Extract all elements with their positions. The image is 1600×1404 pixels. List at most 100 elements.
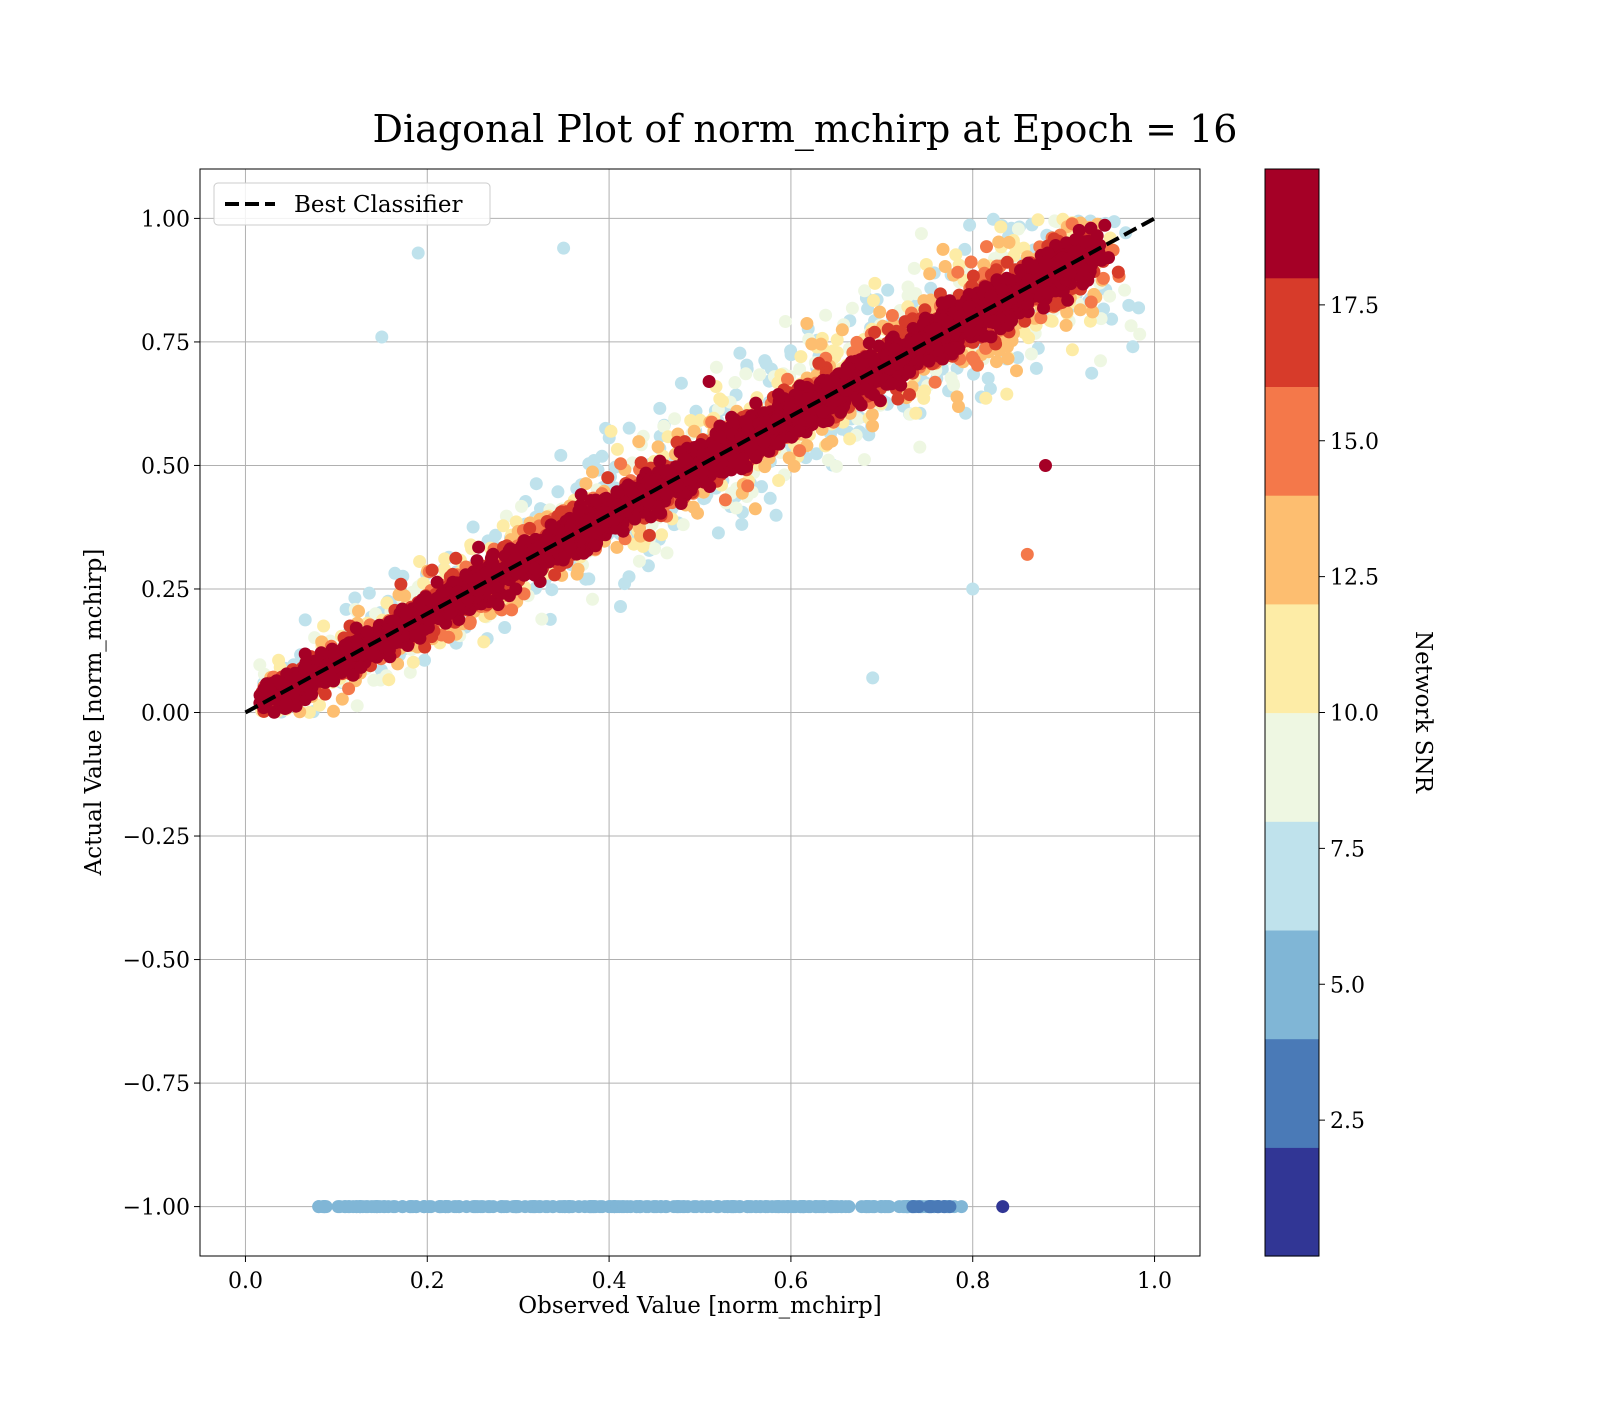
scatter-point [815,338,828,351]
scatter-point [1085,296,1098,309]
scatter-point [477,635,490,648]
scatter-point [1032,213,1045,226]
scatter-point [571,568,584,581]
scatter-point [1094,354,1107,367]
scatter-point [407,656,420,669]
scatter-point [675,497,688,510]
scatter-point [867,294,880,307]
scatter-point [388,567,401,580]
scatter-point [915,227,928,240]
scatter-point [943,294,956,307]
scatter-point [779,315,792,328]
scatter-point [503,589,516,602]
scatter-point [342,682,355,695]
scatter-point [623,422,636,435]
scatter-point [716,395,729,408]
scatter-point [523,522,536,535]
scatter-point [729,376,742,389]
scatter-point [1042,286,1055,299]
scatter-point [1002,352,1015,365]
scatter-point [431,576,444,589]
scatter-point [1025,348,1038,361]
scatter-point [668,412,681,425]
scatter-point [843,432,856,445]
scatter-point [464,615,477,628]
scatter-point [982,372,995,385]
scatter-point [1122,299,1135,312]
scatter-point [733,347,746,360]
scatter-point [677,518,690,531]
scatter-point [909,407,922,420]
scatter-point [858,453,871,466]
scatter-point [299,613,312,626]
scatter-point [821,438,834,451]
scatter-point [966,583,979,596]
scatter-point [951,390,964,403]
scatter-point [968,354,981,367]
scatter-point [614,600,627,613]
scatter-point [730,502,743,515]
scatter-point [652,440,665,453]
scatter-point [632,435,645,448]
scatter-point [382,673,395,686]
scatter-point [703,375,716,388]
scatter-point [412,247,425,260]
scatter-point [1074,303,1087,316]
scatter-point [913,441,926,454]
chart-title: Diagonal Plot of norm_mchirp at Epoch = … [373,107,1238,152]
scatter-point [426,564,439,577]
scatter-point [675,377,688,390]
scatter-point [929,376,942,389]
scatter-point [990,355,1003,368]
scatter-point [836,323,849,336]
scatter-point [348,592,361,605]
scatter-point [772,474,785,487]
scatter-point [317,620,330,633]
scatter-point [557,242,570,255]
scatter-point [515,500,528,513]
scatter-point [545,583,558,596]
scatter-point [819,309,832,322]
scatter-point [939,260,952,273]
scatter-point [1079,235,1092,248]
scatter-point [351,699,364,712]
scatter-point [800,317,813,330]
scatter-point [653,402,666,415]
scatter-point [548,568,561,581]
scatter-point [794,350,807,363]
scatter-point [753,368,766,381]
scatter-point [979,392,992,405]
scatter-point [741,479,754,492]
scatter-point [1022,331,1035,344]
scatter-point [881,284,894,297]
scatter-point [712,526,725,539]
scatter-point [949,248,962,261]
scatter-point [497,519,510,532]
scatter-point [1118,284,1131,297]
scatter-point [655,528,668,541]
scatter-point [1046,315,1059,328]
scatter-point [418,654,431,667]
scatter-point [1085,367,1098,380]
scatter-point [1010,364,1023,377]
scatter-point [1000,388,1013,401]
scatter-point [1012,223,1025,236]
scatter-point [554,449,567,462]
scatter-point [868,277,881,290]
scatter-point [1098,219,1111,232]
scatter-point [535,613,548,626]
scatter-point [965,256,978,269]
scatter-point [937,243,950,256]
scatter-point [980,240,993,253]
scatter-point [589,494,602,507]
scatter-point [1030,362,1043,375]
scatter-point [1039,459,1052,472]
scatter-point [551,485,564,498]
scatter-point [822,454,835,467]
scatter-point [623,570,636,583]
scatter-point [352,605,365,618]
scatter-point [985,330,998,343]
scatter-point [572,504,585,517]
